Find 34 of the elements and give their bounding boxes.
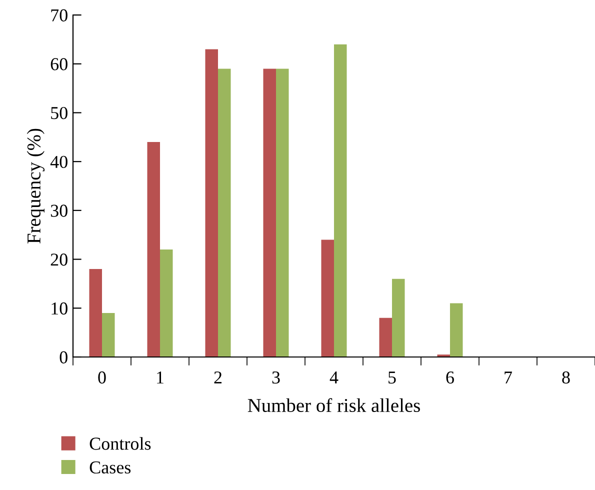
x-tick-label: 3 bbox=[272, 371, 280, 384]
x-tick-label: 6 bbox=[446, 371, 454, 384]
bar bbox=[334, 44, 347, 357]
y-tick-label: 60 bbox=[50, 58, 68, 70]
y-tick-label: 40 bbox=[50, 156, 68, 168]
bar bbox=[263, 68, 276, 357]
bar bbox=[102, 313, 115, 357]
y-tick-label: 50 bbox=[51, 106, 68, 120]
legend-label: Cases bbox=[90, 461, 131, 474]
bar bbox=[276, 68, 289, 357]
bar bbox=[392, 278, 405, 357]
bar bbox=[450, 303, 463, 357]
x-axis-title: Number of risk alleles bbox=[248, 398, 420, 412]
bar bbox=[321, 240, 334, 357]
x-tick-label: 5 bbox=[388, 372, 396, 384]
y-tick-label: 70 bbox=[51, 9, 68, 22]
y-tick-label: 10 bbox=[52, 302, 68, 315]
x-tick-label: 1 bbox=[157, 372, 164, 384]
x-tick-label: 8 bbox=[562, 371, 570, 384]
y-tick-label: 20 bbox=[50, 254, 68, 266]
x-tick-label: 7 bbox=[504, 372, 512, 384]
bar bbox=[218, 68, 231, 357]
x-tick-label: 2 bbox=[214, 371, 222, 384]
y-tick-label: 30 bbox=[50, 204, 68, 217]
legend-label: Controls bbox=[90, 437, 151, 450]
bar bbox=[147, 142, 160, 357]
bar bbox=[379, 318, 392, 357]
y-axis-title: Frequency (%) bbox=[26, 128, 45, 244]
bar bbox=[89, 269, 102, 357]
bar bbox=[160, 250, 173, 357]
x-tick-label: 0 bbox=[98, 371, 106, 384]
x-tick-label: 4 bbox=[330, 372, 338, 384]
y-tick-label: 0 bbox=[60, 351, 68, 364]
bar bbox=[205, 49, 218, 357]
